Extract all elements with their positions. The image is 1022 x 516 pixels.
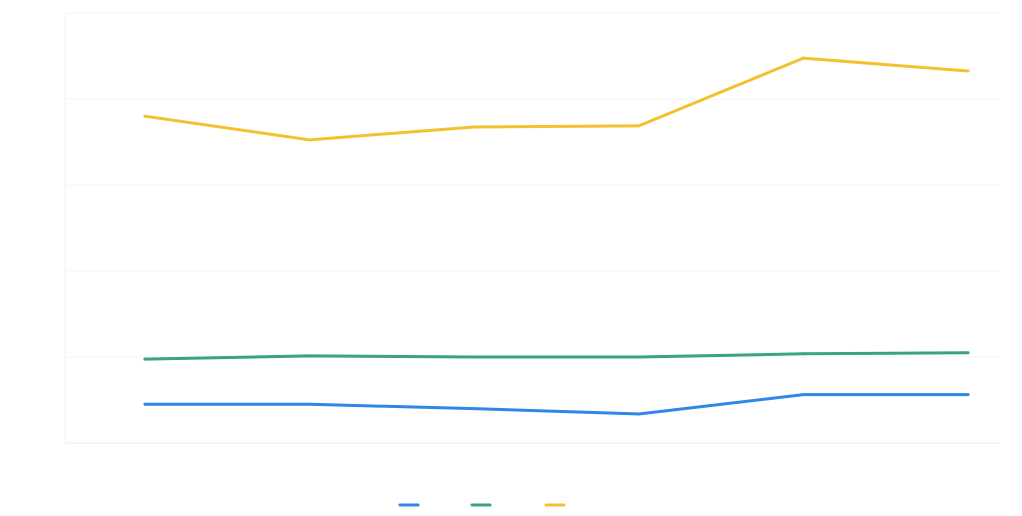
data-point <box>308 402 312 406</box>
data-point <box>966 393 970 397</box>
data-point <box>308 354 312 358</box>
data-point <box>966 69 970 73</box>
data-point <box>637 412 641 416</box>
data-point <box>637 355 641 359</box>
series-layer <box>143 56 970 416</box>
data-point <box>308 138 312 142</box>
data-point <box>801 352 805 356</box>
data-point <box>801 56 805 60</box>
series-line-1 <box>143 393 970 416</box>
data-point <box>637 124 641 128</box>
series-line-2 <box>143 351 970 361</box>
data-point <box>472 355 476 359</box>
data-point <box>966 351 970 355</box>
data-point <box>143 357 147 361</box>
data-point <box>472 125 476 129</box>
data-point <box>801 393 805 397</box>
data-point <box>472 407 476 411</box>
data-point <box>143 114 147 118</box>
grid-layer <box>65 12 1000 444</box>
series-line-3 <box>143 56 970 142</box>
data-point <box>143 402 147 406</box>
